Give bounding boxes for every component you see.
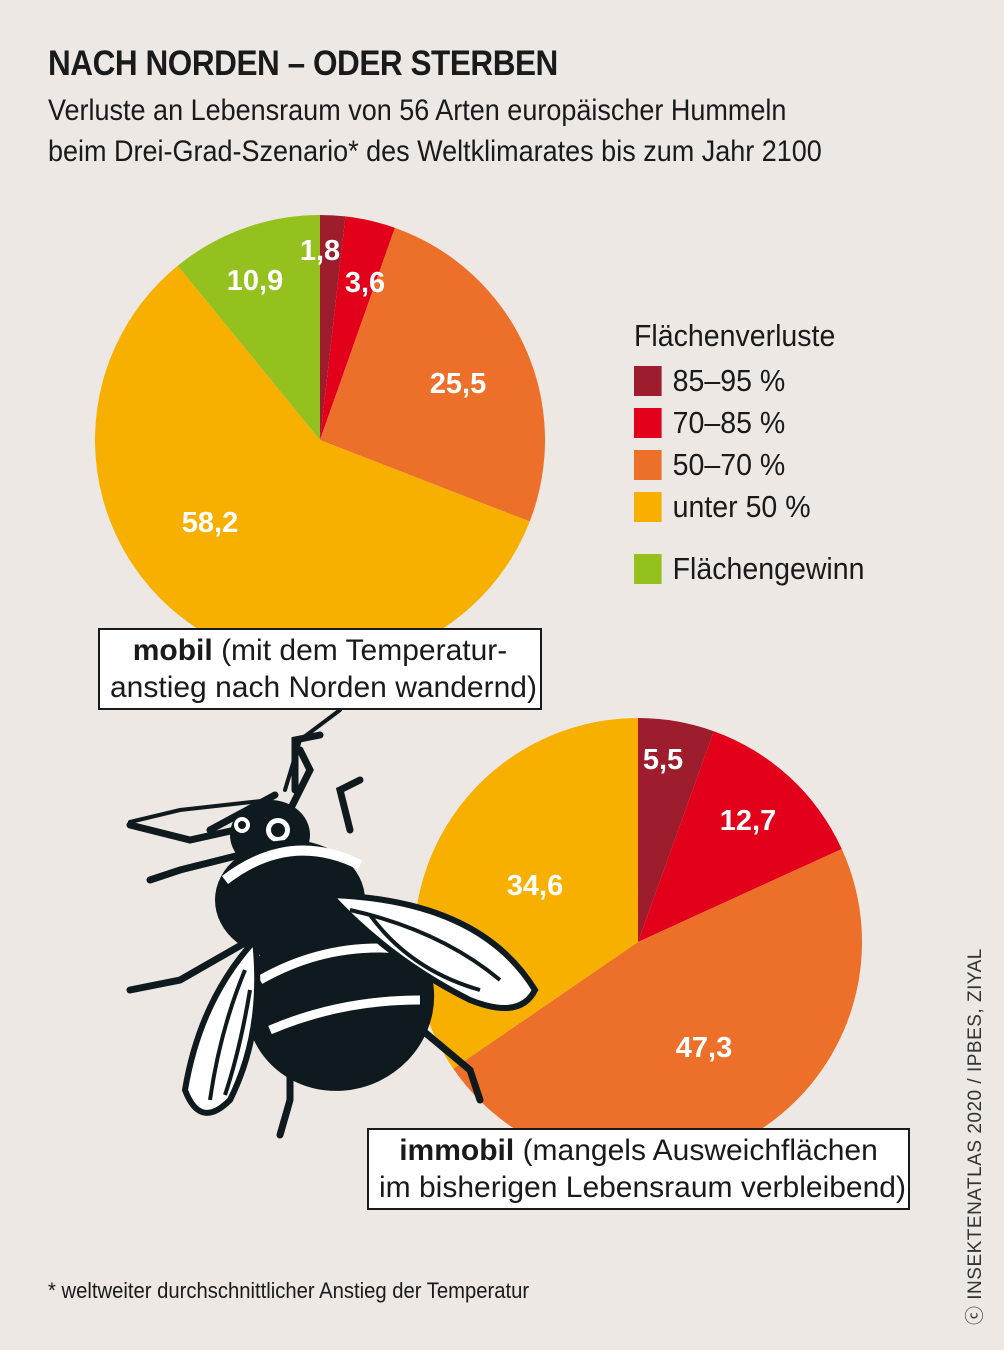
legend-label: 70–85 % (672, 405, 786, 440)
legend-item: unter 50 % (634, 486, 864, 528)
chart-title: NACH NORDEN – ODER STERBEN (48, 44, 558, 83)
label-bold: immobil (399, 1134, 515, 1167)
pie-mobil: 1,83,6 25,5 58,2 10,9 (95, 215, 545, 666)
legend: Flächenverluste 85–95 % 70–85 % 50–70 % … (634, 318, 864, 590)
legend-item: 85–95 % (634, 360, 864, 402)
pie-slice (320, 216, 395, 440)
legend-title: Flächenverluste (634, 318, 836, 353)
data-label: 1,8 (300, 235, 340, 267)
subtitle-line-2: beim Drei-Grad-Szenario* des Weltklimara… (48, 135, 822, 168)
pie-slice (638, 718, 714, 942)
legend-swatch (634, 366, 662, 396)
legend-item: Flächengewinn (634, 548, 864, 590)
data-label: 34,6 (507, 870, 563, 902)
data-label: 5,5 (643, 744, 683, 776)
pie-slice (320, 215, 346, 440)
bumblebee-illustration (126, 708, 539, 1139)
data-label: 12,7 (720, 805, 776, 837)
pie-slice (453, 848, 863, 1167)
legend-label: 50–70 % (672, 447, 786, 482)
legend-swatch (634, 554, 662, 584)
pie-slice (177, 215, 320, 440)
footnote: * weltweiter durchschnittlicher Anstieg … (48, 1278, 530, 1303)
credit: ⓒ INSEKTENATLAS 2020 / IPBES, ZIYAL (960, 948, 987, 1325)
label-bold: mobil (132, 634, 213, 667)
pie-slice (320, 227, 545, 522)
pie-label-mobil: mobil (mit dem Temperatur- anstieg nach … (98, 628, 542, 710)
data-label: 25,5 (430, 368, 486, 400)
data-label: 3,6 (345, 267, 385, 299)
credit-text: INSEKTENATLAS 2020 / IPBES, ZIYAL (965, 948, 986, 1300)
label-text: im bisherigen Lebensraum verbleibend) (379, 1171, 906, 1204)
pie-slice (95, 265, 530, 666)
pie-slice (638, 731, 842, 942)
legend-item: 70–85 % (634, 402, 864, 444)
legend-item: 50–70 % (634, 444, 864, 486)
legend-swatch (634, 492, 662, 522)
label-text: anstieg nach Norden wandernd) (110, 671, 537, 704)
cc-icon: ⓒ (965, 1299, 986, 1325)
data-label: 47,3 (676, 1032, 732, 1064)
legend-swatch (634, 450, 662, 480)
label-text: (mit dem Temperatur- (212, 634, 508, 667)
chart-subtitle: Verluste an Lebensraum von 56 Arten euro… (48, 90, 822, 172)
legend-label: 85–95 % (672, 363, 786, 398)
pie-label-immobil: immobil (mangels Ausweichflächen im bish… (367, 1128, 910, 1210)
legend-label: unter 50 % (672, 489, 811, 524)
data-label: 58,2 (182, 507, 238, 539)
label-text: (mangels Ausweichflächen (514, 1134, 878, 1167)
data-label: 10,9 (227, 265, 283, 297)
subtitle-line-1: Verluste an Lebensraum von 56 Arten euro… (48, 94, 787, 127)
legend-swatch (634, 408, 662, 438)
legend-label: Flächengewinn (672, 551, 865, 586)
